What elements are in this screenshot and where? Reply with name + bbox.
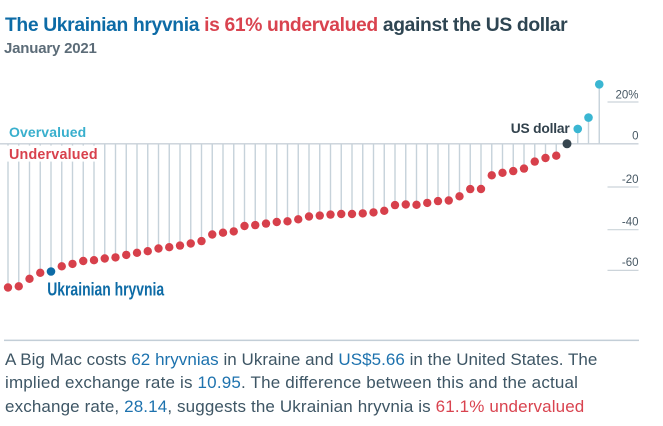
svg-text:Overvalued: Overvalued (9, 124, 86, 140)
svg-text:-20: -20 (622, 174, 639, 186)
svg-text:-60: -60 (622, 257, 639, 269)
svg-text:0: 0 (632, 131, 638, 143)
svg-text:20%: 20% (615, 89, 638, 101)
svg-text:Ukrainian hryvnia: Ukrainian hryvnia (47, 279, 165, 299)
svg-text:-40: -40 (622, 217, 639, 229)
svg-text:US dollar: US dollar (511, 121, 571, 136)
svg-text:Undervalued: Undervalued (9, 147, 98, 163)
